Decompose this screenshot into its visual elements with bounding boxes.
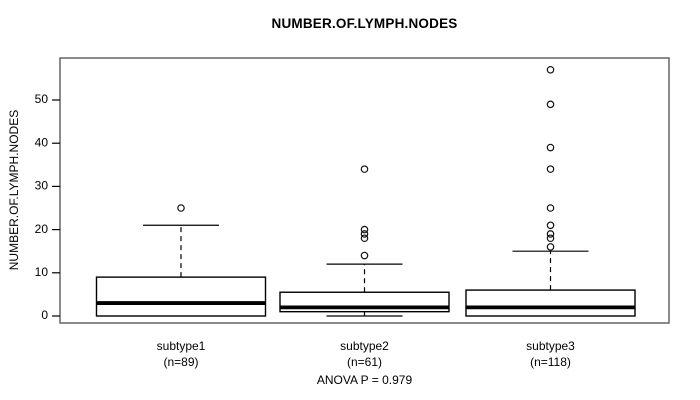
plot-border: [59, 57, 670, 324]
outlier-point: [546, 234, 555, 243]
x-label-subtype1: subtype1 (n=89): [111, 338, 251, 370]
y-tick-label: 30: [35, 179, 49, 193]
outlier-point: [360, 165, 369, 173]
x-label-subtype2: subtype2 (n=61): [295, 338, 435, 370]
y-tick-label: 10: [35, 265, 49, 279]
outlier-point: [546, 204, 555, 212]
y-tick-label: 20: [35, 222, 49, 236]
outlier-point: [177, 204, 185, 212]
group-name: subtype1: [156, 339, 206, 353]
group-n: (n=118): [530, 355, 571, 369]
outlier-point: [546, 65, 555, 74]
group-name: subtype2: [340, 339, 389, 353]
outlier-point: [360, 234, 369, 243]
outlier-point: [546, 165, 555, 173]
y-tick-label: 50: [35, 92, 49, 106]
iqr-box-subtype3: [465, 289, 636, 317]
iqr-box-subtype1: [95, 276, 267, 317]
outlier-point: [546, 221, 555, 230]
outlier-point: [546, 143, 555, 152]
outlier-point: [360, 251, 369, 260]
outlier-point: [546, 243, 555, 251]
group-name: subtype3: [526, 339, 575, 353]
outlier-point: [360, 230, 369, 238]
outlier-point: [546, 230, 555, 238]
outlier-point: [360, 225, 369, 234]
x-label-subtype3: subtype3 (n=118): [481, 338, 621, 370]
chart-title: NUMBER.OF.LYMPH.NODES: [271, 16, 458, 31]
group-n: (n=61): [346, 355, 383, 369]
y-tick-label: 40: [35, 135, 49, 149]
anova-note: ANOVA P = 0.979: [316, 373, 413, 387]
outlier-point: [546, 100, 555, 109]
group-n: (n=89): [163, 355, 199, 369]
y-tick-label: 0: [41, 308, 48, 322]
